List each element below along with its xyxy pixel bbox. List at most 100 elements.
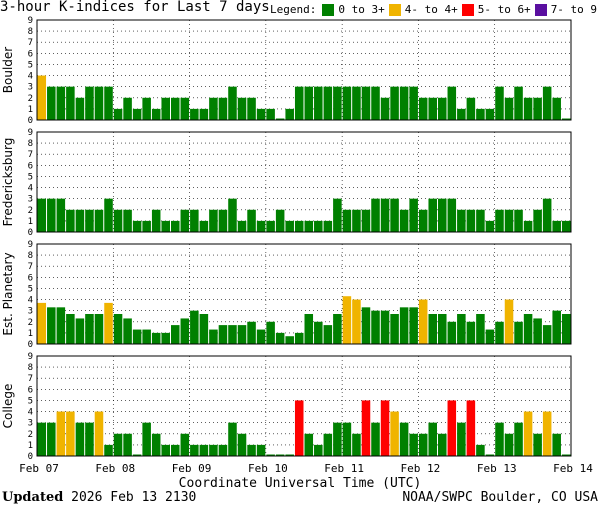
k-index-bar	[161, 444, 170, 456]
k-index-bar	[438, 198, 447, 232]
k-index-bar	[504, 299, 514, 344]
legend-text-green: 0 to 3+	[338, 3, 385, 16]
k-index-bar	[361, 209, 371, 232]
k-index-bar	[151, 332, 161, 344]
k-index-bar	[161, 97, 170, 120]
x-tick-label: Feb 10	[248, 462, 288, 475]
k-index-bar	[457, 314, 466, 344]
k-index-bar	[428, 198, 437, 232]
k-index-bar	[180, 318, 190, 344]
k-index-bar	[314, 444, 323, 456]
k-index-bar	[428, 422, 437, 456]
y-tick-label: 6	[28, 161, 33, 171]
k-index-bar	[399, 422, 409, 456]
k-index-bar	[247, 444, 256, 456]
k-index-bar	[237, 433, 247, 456]
k-index-bar	[495, 86, 504, 120]
k-index-bar	[247, 209, 256, 232]
k-index-bar	[342, 209, 352, 232]
k-index-bar	[132, 108, 142, 120]
updated-footer: Updated 2026 Feb 13 2130	[2, 490, 196, 505]
k-index-bar	[438, 314, 447, 344]
x-tick-label: Feb 12	[401, 462, 441, 475]
k-index-bar	[285, 336, 294, 344]
k-index-bar	[466, 400, 476, 456]
panel-frame	[36, 131, 572, 233]
k-index-bar	[457, 422, 466, 456]
panel-label: Fredericksburg	[1, 138, 15, 227]
k-index-bar	[476, 209, 485, 232]
y-tick-label: 2	[28, 206, 33, 216]
k-index-bar	[285, 108, 294, 120]
k-index-bar	[485, 454, 495, 456]
k-index-bar	[218, 325, 228, 344]
k-index-bar	[209, 209, 218, 232]
k-index-bar	[199, 220, 209, 232]
k-index-bar	[113, 108, 123, 120]
k-index-bar	[85, 86, 94, 120]
k-index-bar	[304, 86, 314, 120]
k-index-bar	[199, 108, 209, 120]
k-index-bar	[66, 209, 75, 232]
k-index-bar	[485, 329, 495, 344]
k-index-bar	[476, 108, 485, 120]
k-index-bar	[228, 198, 237, 232]
y-tick-label: 1	[28, 441, 33, 451]
k-index-bar	[171, 220, 180, 232]
k-index-bar	[190, 310, 199, 344]
k-index-bar	[514, 422, 523, 456]
k-index-bar	[333, 314, 342, 344]
k-index-bar	[247, 97, 256, 120]
y-tick-label: 4	[28, 296, 33, 306]
k-index-bar	[466, 321, 476, 344]
k-index-bar	[161, 332, 170, 344]
y-tick-label: 9	[28, 240, 33, 250]
k-index-bar	[561, 454, 571, 456]
y-tick-label: 3	[28, 307, 33, 317]
x-tick-label: Feb 07	[19, 462, 59, 475]
k-index-bar	[151, 209, 161, 232]
k-index-bar	[457, 108, 466, 120]
k-index-bar	[485, 220, 495, 232]
k-index-bar	[428, 314, 437, 344]
k-index-bar	[552, 433, 561, 456]
x-tick-label: Feb 08	[95, 462, 135, 475]
k-index-bar	[37, 302, 47, 344]
y-tick-label: 7	[28, 38, 33, 48]
k-index-bar	[542, 411, 552, 456]
k-index-bar	[94, 86, 104, 120]
y-tick-label: 1	[28, 105, 33, 115]
k-index-bar	[542, 86, 552, 120]
k-index-bar	[66, 86, 75, 120]
k-index-bar	[256, 108, 266, 120]
k-index-bar	[361, 307, 371, 344]
x-tick-label: Feb 13	[477, 462, 517, 475]
k-index-bar	[123, 209, 132, 232]
k-index-bar	[342, 296, 352, 344]
k-index-bar	[123, 433, 132, 456]
k-index-bar	[113, 433, 123, 456]
k-index-bar	[495, 321, 504, 344]
k-index-bar	[104, 86, 113, 120]
k-index-bar	[323, 433, 333, 456]
k-index-bar	[294, 86, 304, 120]
k-index-bar	[399, 209, 409, 232]
k-index-bar	[485, 108, 495, 120]
k-index-bar	[314, 86, 323, 120]
k-index-bar	[47, 307, 56, 344]
y-tick-label: 5	[28, 396, 33, 406]
y-tick-label: 8	[28, 27, 33, 37]
k-index-bar	[390, 314, 399, 344]
k-index-bar	[75, 97, 85, 120]
k-index-bar	[371, 422, 380, 456]
k-index-bar	[132, 454, 142, 456]
k-index-bar	[495, 422, 504, 456]
y-tick-label: 1	[28, 329, 33, 339]
k-index-bar	[104, 198, 113, 232]
y-tick-label: 4	[28, 408, 33, 418]
k-index-bar	[171, 325, 180, 344]
k-index-bar	[123, 318, 132, 344]
source-credit: NOAA/SWPC Boulder, CO USA	[402, 490, 598, 505]
legend-swatch-purple	[534, 3, 547, 16]
panel-frame	[36, 19, 572, 121]
